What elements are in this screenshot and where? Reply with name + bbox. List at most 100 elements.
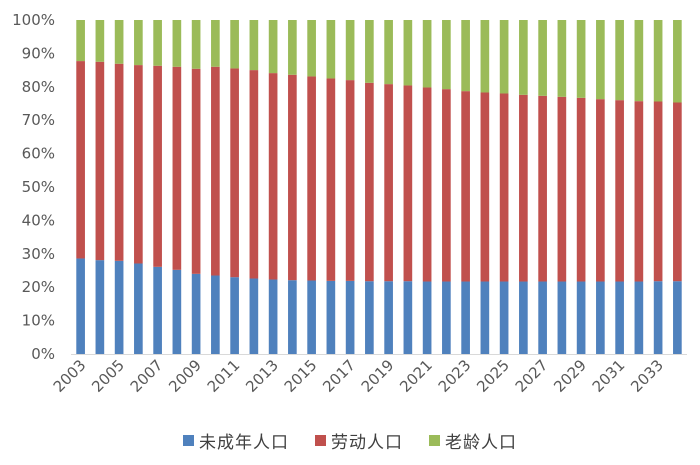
bar-segment-working-age-2005 [114, 63, 124, 261]
bar-segment-working-age-2016 [326, 78, 336, 281]
bar-segment-minors-2004 [95, 260, 105, 354]
bar-segment-elderly-2018 [365, 20, 374, 83]
bar-segment-minors-2010 [211, 275, 220, 354]
bar-segment-working-age-2020 [403, 85, 413, 282]
bar-segment-working-age-2031 [615, 100, 624, 282]
bar-segment-elderly-2029 [576, 20, 586, 98]
x-tick-label: 2025 [473, 356, 513, 396]
bar-segment-working-age-2014 [288, 74, 297, 281]
bar-segment-minors-2024 [480, 281, 490, 354]
y-tick-label: 60% [22, 145, 55, 163]
x-tick-label: 2015 [281, 356, 321, 396]
bar-segment-working-age-2009 [191, 68, 201, 274]
y-tick-label: 30% [22, 245, 55, 263]
bar-segment-elderly-2022 [442, 20, 451, 90]
bar-segment-minors-2013 [268, 279, 278, 354]
bar-segment-elderly-2026 [519, 20, 528, 95]
bar-segment-elderly-2016 [326, 20, 336, 79]
bar-segment-working-age-2007 [153, 65, 162, 267]
x-tick-label: 2021 [396, 356, 436, 396]
x-tick-label: 2031 [589, 356, 629, 396]
bar-segment-minors-2008 [172, 269, 182, 354]
chart-plot: 0%10%20%30%40%50%60%70%80%90%100%2003200… [12, 11, 687, 396]
y-tick-label: 20% [22, 278, 55, 296]
bar-segment-elderly-2005 [114, 20, 124, 64]
bar-segment-elderly-2032 [634, 20, 644, 102]
legend-item-working-age: 劳动人口 [315, 428, 403, 453]
bar-segment-minors-2007 [153, 266, 162, 354]
bar-segment-elderly-2009 [191, 20, 201, 69]
bar-segment-working-age-2030 [596, 99, 605, 282]
bar-segment-working-age-2022 [442, 89, 451, 282]
bar-segment-elderly-2013 [268, 20, 278, 74]
bar-segment-elderly-2030 [596, 20, 605, 100]
bar-segment-minors-2033 [653, 281, 663, 354]
x-tick-label: 2023 [435, 356, 475, 396]
bar-segment-minors-2021 [422, 281, 432, 354]
bar-segment-minors-2009 [191, 273, 201, 354]
bar-segment-working-age-2019 [384, 84, 393, 282]
y-tick-label: 100% [12, 11, 55, 29]
bar-segment-minors-2011 [230, 277, 239, 354]
bar-segment-minors-2017 [345, 280, 355, 354]
bar-segment-elderly-2014 [288, 20, 297, 75]
legend-item-minors: 未成年人口 [183, 428, 289, 453]
y-tick-label: 50% [22, 178, 55, 196]
bar-segment-elderly-2012 [249, 20, 259, 71]
x-tick-label: 2027 [512, 356, 552, 396]
x-tick-label: 2011 [204, 356, 244, 396]
bar-segment-working-age-2003 [76, 61, 85, 259]
bar-segment-elderly-2015 [307, 20, 316, 77]
legend: 未成年人口 劳动人口 老龄人口 [0, 428, 700, 453]
bar-segment-working-age-2027 [538, 95, 547, 282]
bar-segment-working-age-2012 [249, 70, 259, 279]
bar-segment-elderly-2020 [403, 20, 413, 86]
bar-segment-working-age-2024 [480, 92, 490, 282]
bar-segment-working-age-2033 [653, 101, 663, 282]
bar-segment-working-age-2021 [422, 87, 432, 282]
x-tick-label: 2007 [127, 356, 167, 396]
bar-segment-minors-2019 [384, 281, 393, 354]
bar-segment-working-age-2006 [134, 65, 143, 264]
bar-segment-working-age-2004 [95, 61, 105, 261]
bar-segment-minors-2034 [673, 281, 682, 354]
legend-label-elderly: 老龄人口 [445, 433, 517, 453]
bar-segment-elderly-2011 [230, 20, 239, 69]
x-tick-label: 2013 [242, 356, 282, 396]
bar-segment-elderly-2034 [673, 20, 682, 103]
legend-swatch-elderly [429, 435, 440, 446]
y-tick-label: 80% [22, 78, 55, 96]
bar-segment-elderly-2033 [653, 20, 663, 102]
bar-segment-minors-2029 [576, 281, 586, 354]
bar-segment-minors-2030 [596, 281, 605, 354]
legend-swatch-working-age [315, 435, 326, 446]
legend-label-minors: 未成年人口 [199, 433, 289, 453]
bar-segment-elderly-2017 [345, 20, 355, 81]
bar-segment-elderly-2007 [153, 20, 162, 66]
bar-segment-elderly-2019 [384, 20, 393, 85]
bar-segment-minors-2006 [134, 263, 143, 354]
bar-segment-elderly-2025 [499, 20, 509, 94]
bar-segment-working-age-2034 [673, 102, 682, 282]
bar-segment-working-age-2008 [172, 66, 182, 270]
bar-segment-minors-2022 [442, 281, 451, 354]
bar-segment-elderly-2021 [422, 20, 432, 88]
bar-segment-minors-2025 [499, 281, 509, 354]
bar-segment-working-age-2013 [268, 73, 278, 280]
x-tick-label: 2017 [319, 356, 359, 396]
legend-item-elderly: 老龄人口 [429, 428, 517, 453]
bar-segment-elderly-2006 [134, 20, 143, 66]
x-tick-label: 2009 [165, 356, 205, 396]
bar-segment-minors-2005 [114, 260, 124, 354]
bar-segment-elderly-2023 [461, 20, 470, 92]
bar-segment-minors-2023 [461, 281, 470, 354]
legend-label-working-age: 劳动人口 [331, 433, 403, 453]
bar-segment-elderly-2028 [557, 20, 567, 97]
x-tick-label: 2019 [358, 356, 398, 396]
bar-segment-working-age-2023 [461, 91, 470, 282]
x-tick-label: 2033 [627, 356, 667, 396]
bar-segment-working-age-2028 [557, 96, 567, 282]
bar-segment-minors-2020 [403, 281, 413, 354]
bar-segment-working-age-2011 [230, 68, 239, 278]
